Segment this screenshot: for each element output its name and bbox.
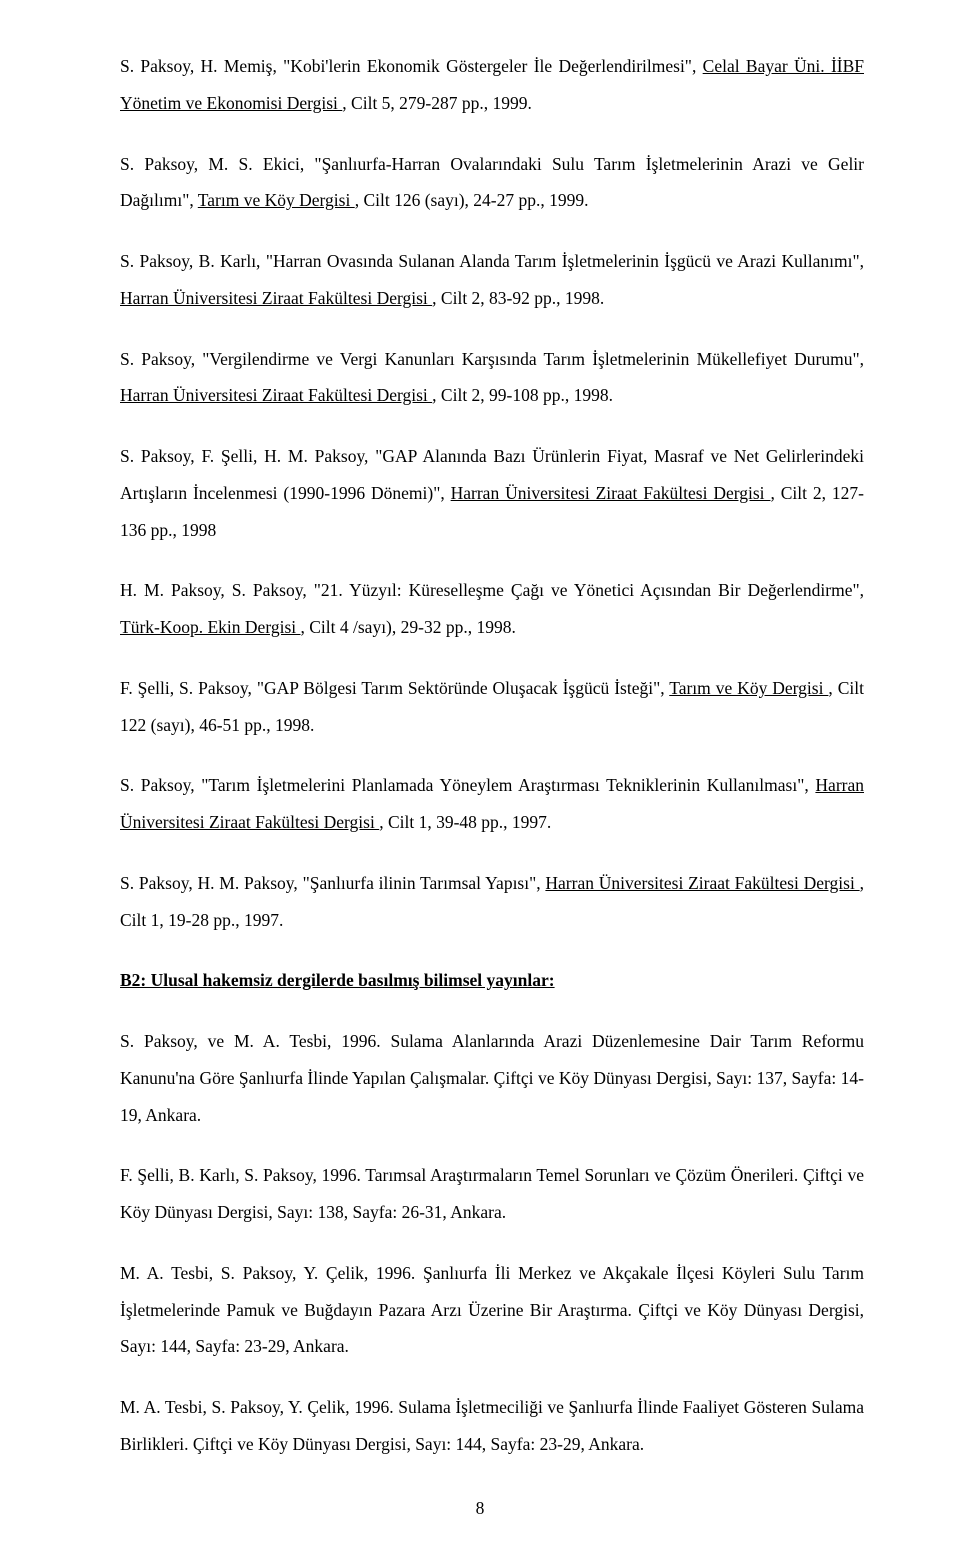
entry-journal: Harran Üniversitesi Ziraat Fakültesi Der… xyxy=(120,385,432,405)
entry-suffix: , Cilt 4 /sayı), 29-32 pp., 1998. xyxy=(301,617,516,637)
entry-suffix: , Cilt 2, 99-108 pp., 1998. xyxy=(432,385,613,405)
entry-prefix: S. Paksoy, "Vergilendirme ve Vergi Kanun… xyxy=(120,349,864,369)
bibliography-entry: S. Paksoy, H. Memiş, "Kobi'lerin Ekonomi… xyxy=(120,48,864,122)
entry-prefix: S. Paksoy, H. M. Paksoy, "Şanlıurfa ilin… xyxy=(120,873,545,893)
entry-journal: Harran Üniversitesi Ziraat Fakültesi Der… xyxy=(120,288,432,308)
entry-journal: Harran Üniversitesi Ziraat Fakültesi Der… xyxy=(451,483,771,503)
entry-prefix: F. Şelli, S. Paksoy, "GAP Bölgesi Tarım … xyxy=(120,678,669,698)
bibliography-entry: S. Paksoy, M. S. Ekici, "Şanlıurfa-Harra… xyxy=(120,146,864,220)
bibliography-entry: S. Paksoy, F. Şelli, H. M. Paksoy, "GAP … xyxy=(120,438,864,548)
entry-suffix: , Cilt 2, 83-92 pp., 1998. xyxy=(432,288,604,308)
document-page: S. Paksoy, H. Memiş, "Kobi'lerin Ekonomi… xyxy=(0,0,960,1547)
page-number: 8 xyxy=(0,1498,960,1519)
entry-suffix: , Cilt 126 (sayı), 24-27 pp., 1999. xyxy=(355,190,589,210)
bibliography-entry: S. Paksoy, H. M. Paksoy, "Şanlıurfa ilin… xyxy=(120,865,864,939)
entry-journal: Tarım ve Köy Dergisi xyxy=(198,190,355,210)
bibliography-entry: M. A. Tesbi, S. Paksoy, Y. Çelik, 1996. … xyxy=(120,1255,864,1365)
entry-journal: Türk-Koop. Ekin Dergisi xyxy=(120,617,301,637)
entry-prefix: S. Paksoy, "Tarım İşletmelerini Planlama… xyxy=(120,775,815,795)
bibliography-entry: H. M. Paksoy, S. Paksoy, "21. Yüzyıl: Kü… xyxy=(120,572,864,646)
bibliography-entry: F. Şelli, B. Karlı, S. Paksoy, 1996. Tar… xyxy=(120,1157,864,1231)
entry-prefix: S. Paksoy, B. Karlı, "Harran Ovasında Su… xyxy=(120,251,864,271)
entry-prefix: S. Paksoy, H. Memiş, "Kobi'lerin Ekonomi… xyxy=(120,56,703,76)
bibliography-entry: S. Paksoy, B. Karlı, "Harran Ovasında Su… xyxy=(120,243,864,317)
entry-suffix: , Cilt 5, 279-287 pp., 1999. xyxy=(342,93,532,113)
bibliography-entry: S. Paksoy, "Tarım İşletmelerini Planlama… xyxy=(120,767,864,841)
entry-prefix: H. M. Paksoy, S. Paksoy, "21. Yüzyıl: Kü… xyxy=(120,580,864,600)
entry-journal: Tarım ve Köy Dergisi xyxy=(669,678,828,698)
entry-journal: Harran Üniversitesi Ziraat Fakültesi Der… xyxy=(545,873,859,893)
bibliography-entry: F. Şelli, S. Paksoy, "GAP Bölgesi Tarım … xyxy=(120,670,864,744)
bibliography-entry: S. Paksoy, ve M. A. Tesbi, 1996. Sulama … xyxy=(120,1023,864,1133)
section-heading: B2: Ulusal hakemsiz dergilerde basılmış … xyxy=(120,962,864,999)
bibliography-entry: S. Paksoy, "Vergilendirme ve Vergi Kanun… xyxy=(120,341,864,415)
entry-suffix: , Cilt 1, 39-48 pp., 1997. xyxy=(379,812,551,832)
bibliography-entry: M. A. Tesbi, S. Paksoy, Y. Çelik, 1996. … xyxy=(120,1389,864,1463)
